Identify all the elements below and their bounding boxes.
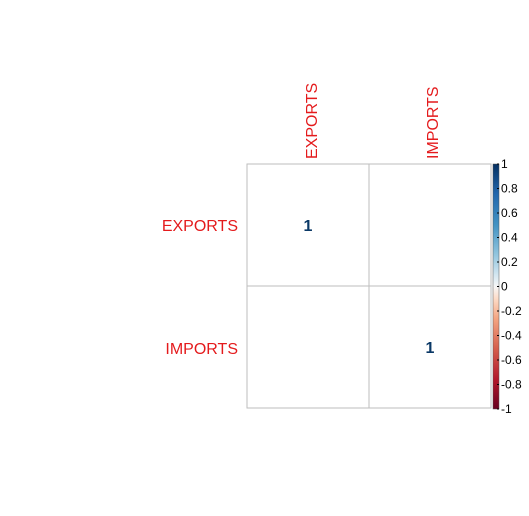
row-label-exports: EXPORTS — [162, 218, 238, 235]
colorbar-tick-label: -0.8 — [501, 378, 522, 392]
colorbar-tick-label: -1 — [501, 402, 512, 416]
column-labels: EXPORTS IMPORTS — [304, 83, 442, 159]
col-label-exports: EXPORTS — [304, 83, 321, 159]
cell-1-0 — [246, 285, 370, 409]
cell-values: 11 — [304, 218, 435, 357]
cell-0-0 — [246, 163, 370, 287]
cell-grid — [246, 163, 492, 409]
colorbar-tick-label: 0.4 — [501, 231, 518, 245]
colorbar-tick-label: -0.2 — [501, 304, 522, 318]
colorbar-tick-label: 0.2 — [501, 255, 518, 269]
colorbar-tick-label: 1 — [501, 157, 508, 171]
cell-0-1 — [368, 163, 492, 287]
colorbar-tick-label: -0.4 — [501, 329, 522, 343]
colorbar-tick-label: 0.6 — [501, 206, 518, 220]
colorbar-tick-label: 0.8 — [501, 182, 518, 196]
cell-value-1-1: 1 — [426, 340, 435, 357]
row-labels: EXPORTS IMPORTS — [162, 218, 238, 358]
col-label-imports: IMPORTS — [425, 86, 442, 159]
colorbar-tick-label: 0 — [501, 280, 508, 294]
cell-value-0-0: 1 — [304, 218, 313, 235]
colorbar: 1 0.8 0.6 0.4 0.2 0 -0.2 -0.4 -0.6 -0.8 -1 — [492, 157, 522, 416]
colorbar-tick-label: -0.6 — [501, 353, 522, 367]
cell-1-1 — [368, 285, 492, 409]
row-label-imports: IMPORTS — [165, 341, 238, 358]
